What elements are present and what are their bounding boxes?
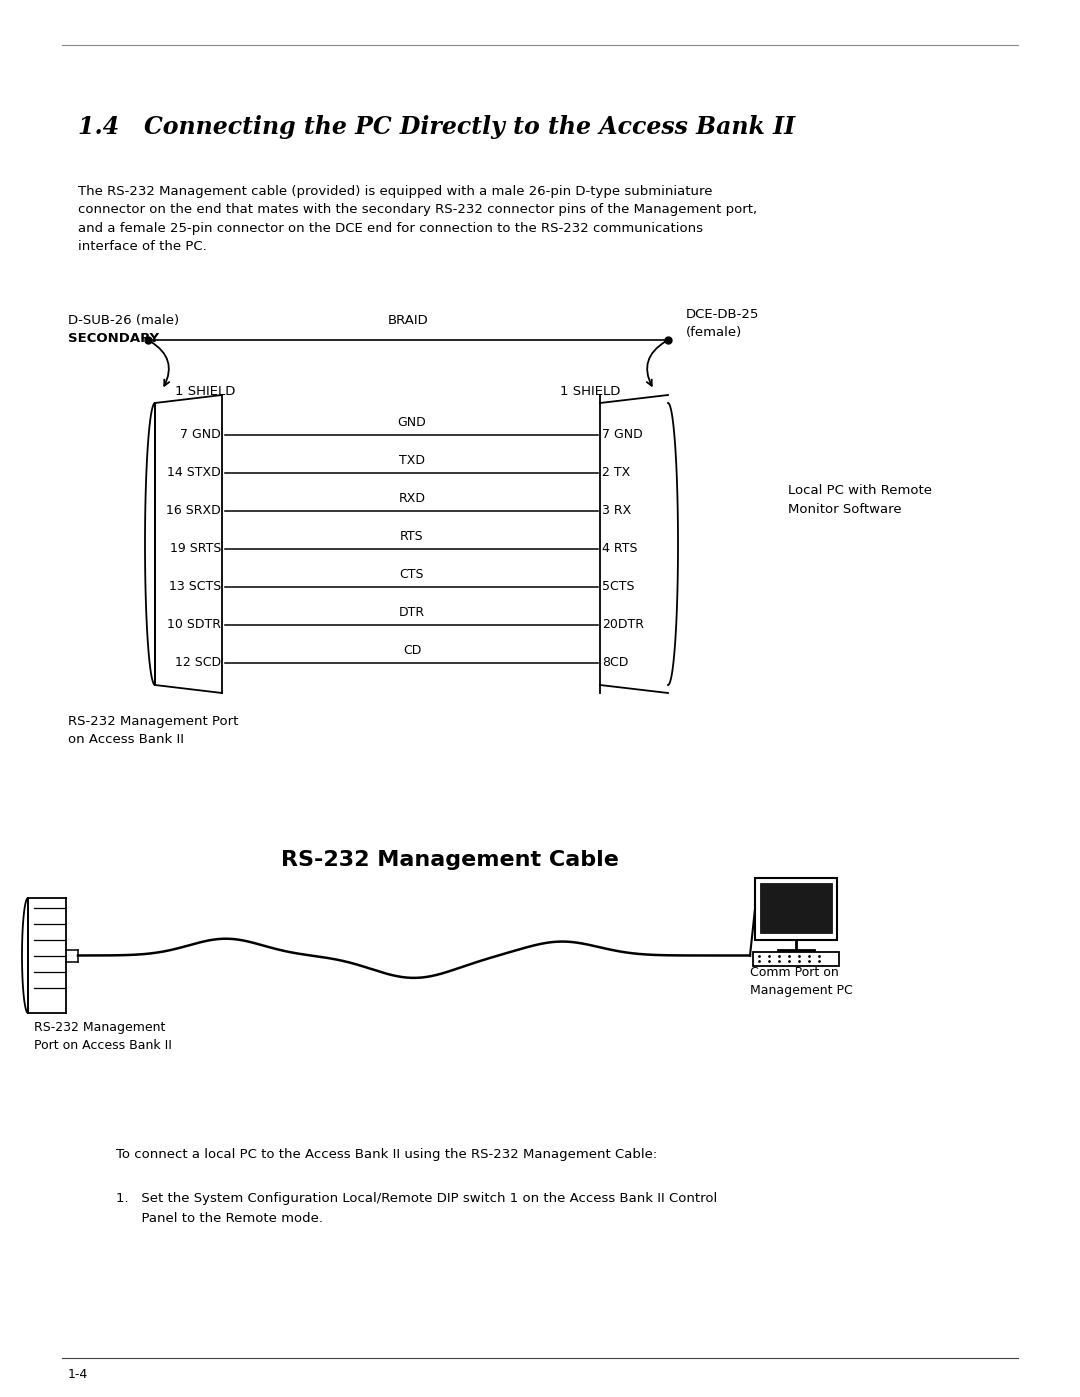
Text: 1 SHIELD: 1 SHIELD (561, 386, 620, 398)
Text: (female): (female) (686, 326, 742, 339)
Text: 8CD: 8CD (602, 657, 629, 669)
Text: 14 STXD: 14 STXD (167, 467, 221, 479)
Text: RS-232 Management Cable: RS-232 Management Cable (281, 849, 619, 870)
Text: 1.   Set the System Configuration Local/Remote DIP switch 1 on the Access Bank I: 1. Set the System Configuration Local/Re… (116, 1192, 717, 1206)
Text: RXD: RXD (399, 492, 426, 504)
Text: 7 GND: 7 GND (180, 429, 221, 441)
Text: DCE-DB-25: DCE-DB-25 (686, 307, 759, 321)
Text: 10 SDTR: 10 SDTR (167, 619, 221, 631)
FancyBboxPatch shape (753, 951, 839, 965)
Text: 2 TX: 2 TX (602, 467, 631, 479)
Text: DTR: DTR (399, 606, 426, 619)
Text: CD: CD (403, 644, 421, 657)
Text: 19 SRTS: 19 SRTS (170, 542, 221, 556)
FancyBboxPatch shape (760, 883, 832, 933)
Text: 1-4: 1-4 (68, 1368, 89, 1382)
Text: RTS: RTS (401, 529, 423, 543)
Text: RS-232 Management
Port on Access Bank II: RS-232 Management Port on Access Bank II (33, 1021, 172, 1052)
Text: Local PC with Remote
Monitor Software: Local PC with Remote Monitor Software (788, 483, 932, 515)
Text: RS-232 Management Port
on Access Bank II: RS-232 Management Port on Access Bank II (68, 715, 239, 746)
Text: TXD: TXD (399, 454, 426, 467)
FancyBboxPatch shape (755, 877, 837, 940)
Text: 13 SCTS: 13 SCTS (168, 581, 221, 594)
Text: 7 GND: 7 GND (602, 429, 643, 441)
Text: Panel to the Remote mode.: Panel to the Remote mode. (116, 1213, 323, 1225)
Text: 12 SCD: 12 SCD (175, 657, 221, 669)
Text: 1 SHIELD: 1 SHIELD (175, 386, 235, 398)
Text: 16 SRXD: 16 SRXD (166, 504, 221, 517)
Text: 4 RTS: 4 RTS (602, 542, 637, 556)
Text: SECONDARY: SECONDARY (68, 332, 159, 345)
Text: 5CTS: 5CTS (602, 581, 635, 594)
Text: The RS-232 Management cable (provided) is equipped with a male 26-pin D-type sub: The RS-232 Management cable (provided) i… (78, 184, 757, 253)
Text: D-SUB-26 (male): D-SUB-26 (male) (68, 314, 179, 327)
Text: 3 RX: 3 RX (602, 504, 631, 517)
Text: To connect a local PC to the Access Bank II using the RS-232 Management Cable:: To connect a local PC to the Access Bank… (116, 1148, 658, 1161)
Text: 1.4   Connecting the PC Directly to the Access Bank II: 1.4 Connecting the PC Directly to the Ac… (78, 115, 795, 138)
Text: Comm Port on
Management PC: Comm Port on Management PC (750, 965, 853, 997)
Text: CTS: CTS (400, 569, 424, 581)
Text: GND: GND (397, 416, 427, 429)
Text: BRAID: BRAID (388, 314, 429, 327)
Text: 20DTR: 20DTR (602, 619, 644, 631)
